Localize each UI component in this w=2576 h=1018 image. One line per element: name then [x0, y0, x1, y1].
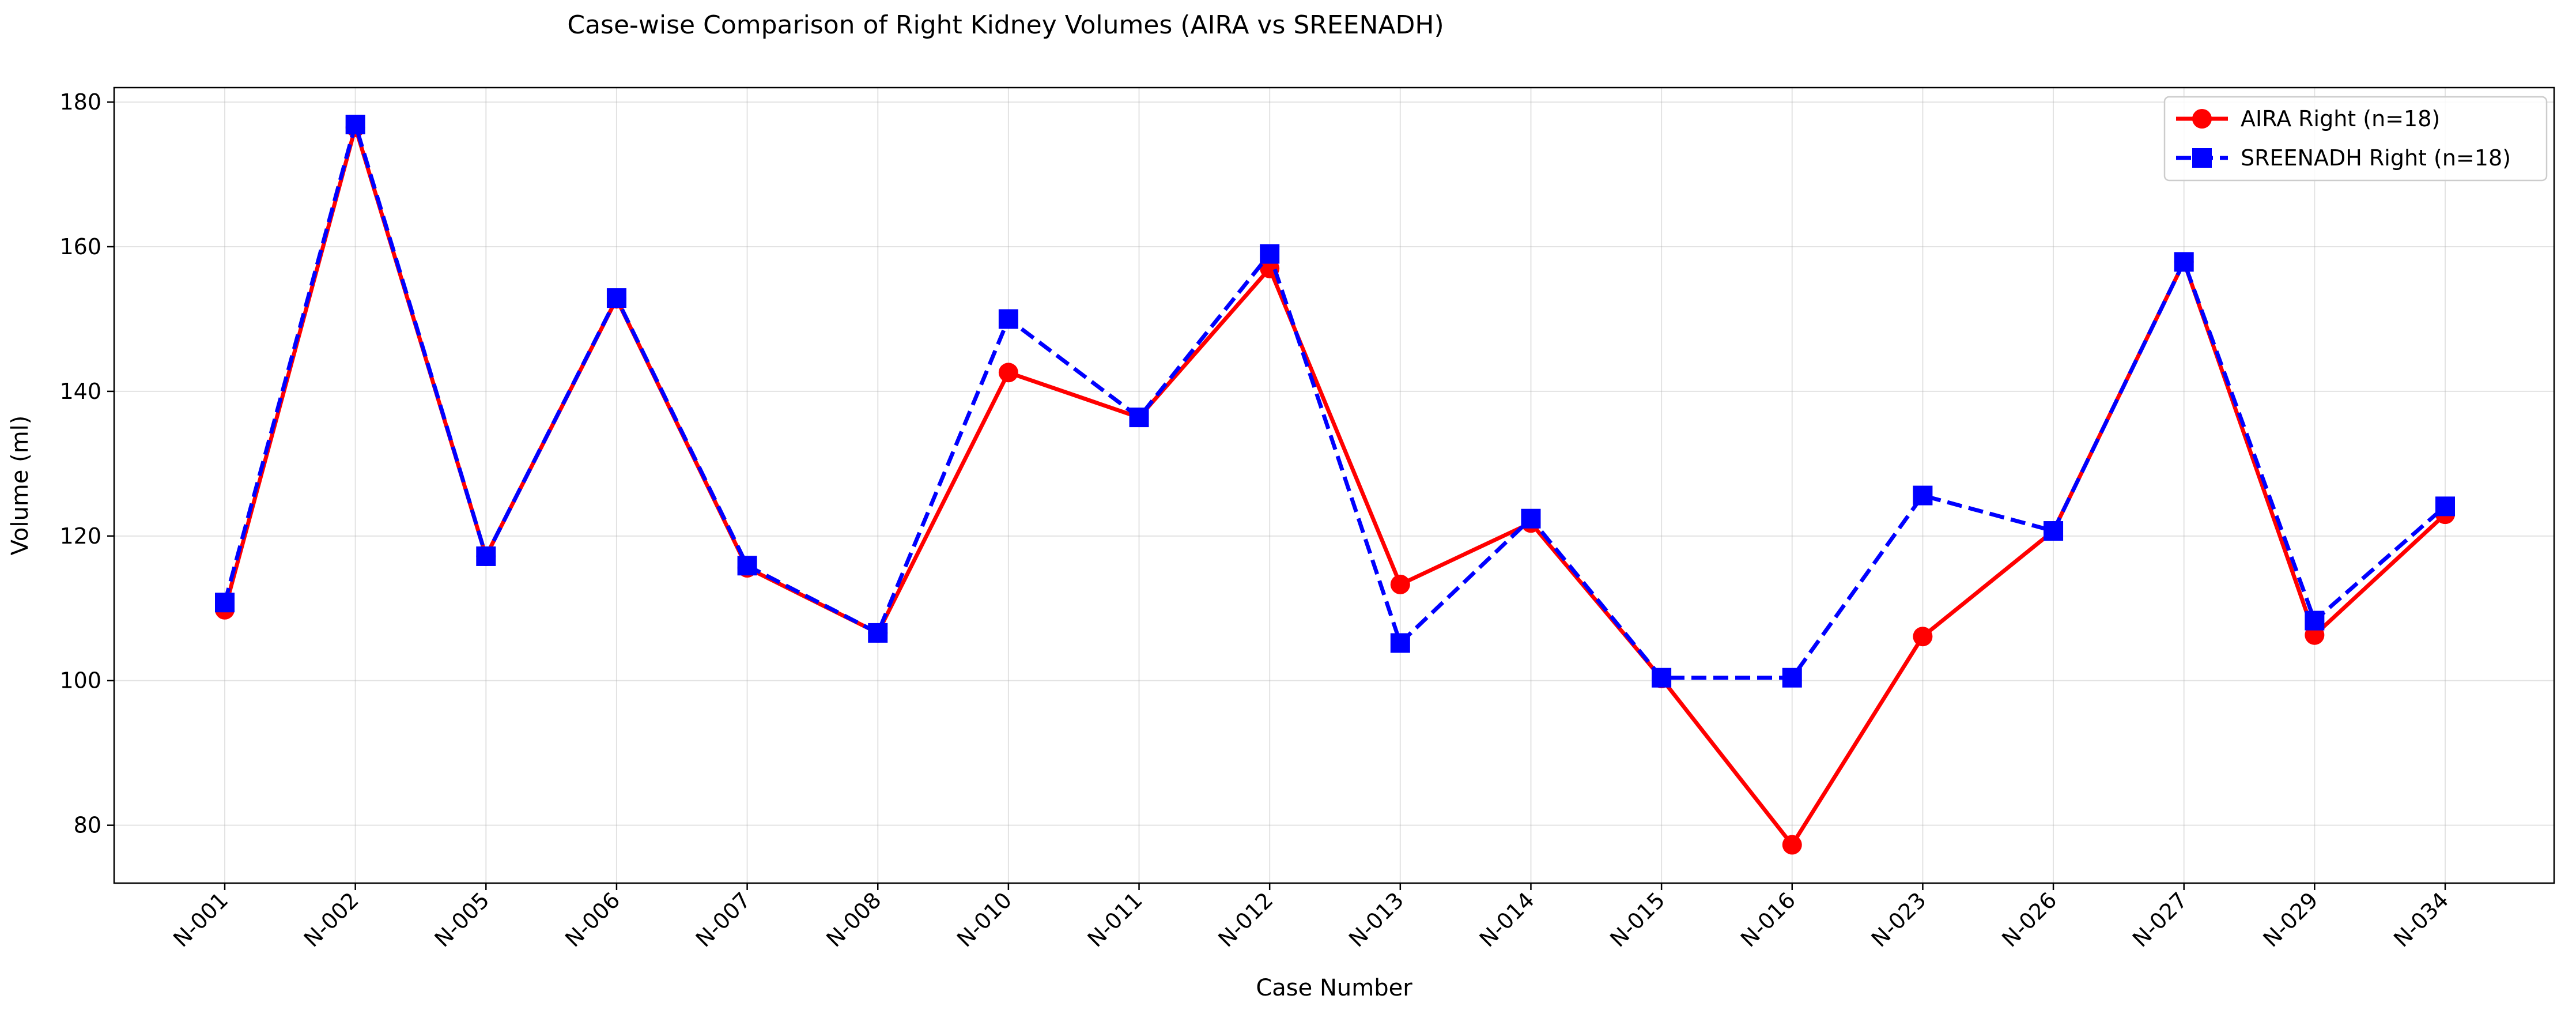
axes-layer: 80 100 120 140 160 180 N-001 N-002 N-005 N-006 N-0…: [7, 86, 2555, 1001]
data-point: [2174, 252, 2194, 272]
x-tick-label: N-007: [691, 887, 756, 952]
x-tick-label: N-012: [1213, 887, 1278, 952]
x-tick-label: N-005: [429, 887, 494, 952]
x-tick-label: N-002: [299, 887, 364, 952]
legend-box: [2163, 96, 2548, 182]
data-point: [1782, 835, 1802, 855]
legend: AIRA Right (n=18) SREENADH Right (n=18): [2163, 96, 2548, 182]
x-tick-label: N-006: [560, 887, 625, 952]
x-tick-label: N-001: [168, 887, 233, 952]
data-point: [1782, 668, 1802, 688]
series-line: [222, 125, 2447, 847]
data-point: [2435, 496, 2455, 516]
legend-entry: AIRA Right (n=18): [2176, 106, 2440, 131]
data-point: [215, 593, 235, 613]
x-tick-label: N-010: [952, 887, 1017, 952]
y-tick-label: 100: [59, 668, 101, 693]
x-tick-label: N-011: [1083, 887, 1147, 952]
data-point: [345, 114, 365, 134]
legend-marker: [2192, 109, 2212, 129]
data-point: [998, 363, 1018, 383]
y-tick-label: 180: [59, 89, 101, 115]
series-aira: [215, 118, 2455, 855]
data-point: [1913, 627, 1933, 647]
data-point: [2305, 610, 2325, 631]
series-line: [222, 122, 2447, 680]
data-point: [1390, 574, 1410, 594]
x-tick-label: N-023: [1867, 887, 1931, 952]
y-tick-label: 160: [59, 234, 101, 259]
x-tick-label: N-027: [2128, 887, 2192, 952]
legend-label: AIRA Right (n=18): [2241, 106, 2440, 131]
series-layer: [215, 114, 2455, 855]
y-tick-label: 120: [59, 523, 101, 549]
data-point: [1913, 485, 1933, 506]
series-sreenadh: [215, 114, 2455, 688]
x-tick-label: N-029: [2258, 887, 2323, 952]
data-point: [868, 623, 888, 643]
plot-frame: [113, 86, 2555, 884]
data-point: [2044, 521, 2064, 541]
x-tick-label: N-014: [1475, 887, 1539, 952]
x-tick-label: N-016: [1736, 887, 1800, 952]
y-tick-label: 140: [59, 379, 101, 404]
legend-entry: SREENADH Right (n=18): [2176, 145, 2511, 171]
legend-marker: [2192, 148, 2212, 168]
data-point: [1260, 244, 1280, 264]
x-tick-label: N-013: [1344, 887, 1408, 952]
data-point: [1129, 408, 1149, 428]
legend-label: SREENADH Right (n=18): [2241, 145, 2511, 171]
data-point: [1390, 633, 1410, 653]
chart-title: Case-wise Comparison of Right Kidney Vol…: [567, 10, 1444, 40]
data-point: [606, 288, 626, 308]
y-axis-label: Volume (ml): [7, 416, 33, 556]
x-tick-label: N-034: [2389, 887, 2453, 952]
y-tick-label: 80: [74, 813, 101, 838]
data-point: [1652, 668, 1672, 688]
x-tick-label: N-015: [1605, 887, 1670, 952]
x-tick-label: N-026: [1997, 887, 2061, 952]
data-point: [998, 309, 1018, 329]
x-tick-label: N-008: [821, 887, 886, 952]
grid-layer: [114, 88, 2554, 883]
data-point: [476, 546, 496, 566]
x-axis-label: Case Number: [1256, 975, 1412, 1001]
data-point: [1521, 508, 1541, 529]
data-point: [737, 556, 757, 576]
